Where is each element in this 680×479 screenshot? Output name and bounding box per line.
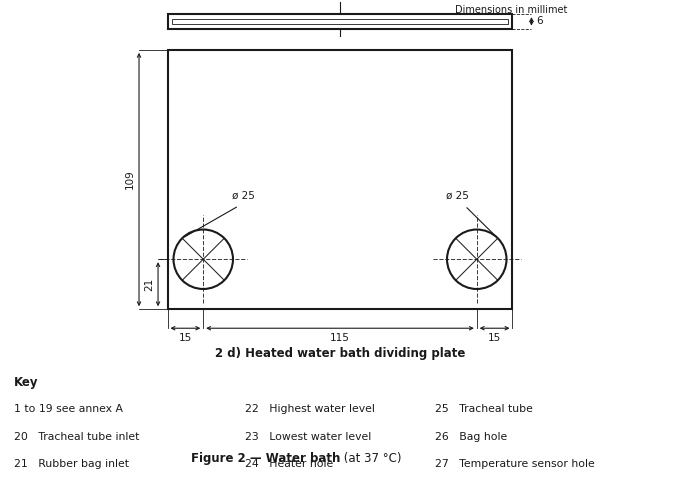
Text: 25   Tracheal tube: 25 Tracheal tube [435,404,533,414]
Bar [167,50,513,309]
Text: Key: Key [14,376,38,388]
Text: ø 25: ø 25 [232,191,254,201]
Text: 20   Tracheal tube inlet: 20 Tracheal tube inlet [14,432,139,442]
Text: Dimensions in millimet: Dimensions in millimet [455,5,567,15]
Text: 109: 109 [124,170,135,190]
Text: 15: 15 [179,333,192,343]
Text: 1 to 19 see annex A: 1 to 19 see annex A [14,404,122,414]
Text: 21: 21 [145,278,155,291]
Text: ø 25: ø 25 [446,191,469,201]
Bar [167,14,513,29]
Text: 2 d) Heated water bath dividing plate: 2 d) Heated water bath dividing plate [215,347,465,360]
Text: 27   Temperature sensor hole: 27 Temperature sensor hole [435,459,595,469]
Text: 6: 6 [537,16,543,26]
Bar [172,19,508,24]
Text: 22   Highest water level: 22 Highest water level [245,404,375,414]
Text: (at 37 °C): (at 37 °C) [340,452,401,465]
Text: 21   Rubber bag inlet: 21 Rubber bag inlet [14,459,129,469]
Text: 15: 15 [488,333,501,343]
Text: 115: 115 [330,333,350,343]
Text: 26   Bag hole: 26 Bag hole [435,432,507,442]
Text: 24   Heater hole: 24 Heater hole [245,459,333,469]
Text: 23   Lowest water level: 23 Lowest water level [245,432,371,442]
Text: Figure 2 — Water bath: Figure 2 — Water bath [190,452,340,465]
